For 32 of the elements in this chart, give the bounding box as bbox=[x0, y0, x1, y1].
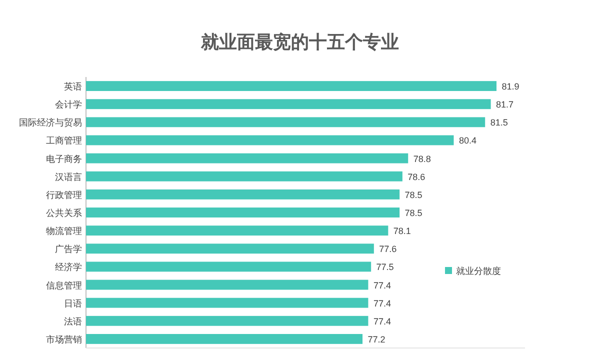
data-label: 77.6 bbox=[379, 244, 397, 254]
chart-title: 就业面最宽的十五个专业 bbox=[200, 32, 399, 52]
y-tick-label: 信息管理 bbox=[46, 280, 82, 290]
y-tick-label: 广告学 bbox=[55, 244, 82, 254]
data-label: 77.4 bbox=[373, 298, 391, 308]
data-label: 78.8 bbox=[413, 154, 431, 164]
data-label: 78.5 bbox=[404, 190, 422, 200]
data-label: 81.9 bbox=[502, 82, 520, 92]
y-tick-label: 公共关系 bbox=[46, 208, 82, 218]
y-tick-label: 英语 bbox=[64, 82, 82, 92]
data-label: 81.5 bbox=[490, 118, 508, 128]
data-label: 78.5 bbox=[404, 208, 422, 218]
y-tick-label: 物流管理 bbox=[46, 226, 82, 236]
data-label: 77.5 bbox=[376, 262, 394, 272]
data-label: 78.6 bbox=[408, 172, 426, 182]
data-label: 77.4 bbox=[373, 316, 391, 326]
y-tick-label: 汉语言 bbox=[55, 172, 82, 182]
y-tick-label: 行政管理 bbox=[46, 190, 82, 200]
y-tick-label: 法语 bbox=[64, 316, 82, 326]
data-label: 77.2 bbox=[368, 334, 386, 344]
y-tick-label: 工商管理 bbox=[46, 136, 82, 146]
data-label: 77.4 bbox=[373, 280, 391, 290]
y-tick-label: 电子商务 bbox=[46, 154, 82, 164]
y-tick-label: 会计学 bbox=[55, 100, 82, 110]
legend-label: 就业分散度 bbox=[456, 266, 501, 276]
y-tick-label: 经济学 bbox=[55, 262, 82, 272]
data-label: 81.7 bbox=[496, 100, 514, 110]
data-label: 78.1 bbox=[393, 226, 411, 236]
y-tick-label: 日语 bbox=[64, 298, 82, 308]
y-tick-label: 国际经济与贸易 bbox=[19, 118, 82, 128]
data-label: 80.4 bbox=[458, 136, 476, 146]
y-tick-label: 市场营销 bbox=[46, 334, 82, 344]
